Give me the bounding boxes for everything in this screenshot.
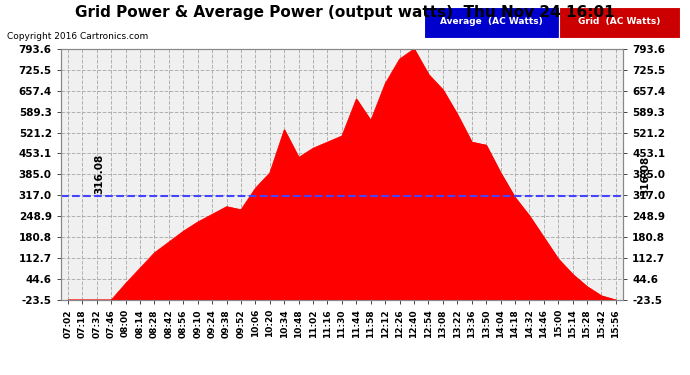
Text: 316.08: 316.08 — [640, 155, 651, 196]
Text: 316.08: 316.08 — [95, 154, 105, 194]
FancyBboxPatch shape — [424, 7, 559, 38]
Text: Grid Power & Average Power (output watts)  Thu Nov 24 16:01: Grid Power & Average Power (output watts… — [75, 5, 615, 20]
Text: Copyright 2016 Cartronics.com: Copyright 2016 Cartronics.com — [7, 32, 148, 41]
FancyBboxPatch shape — [559, 7, 680, 38]
Text: Average  (AC Watts): Average (AC Watts) — [440, 17, 543, 26]
Text: Grid  (AC Watts): Grid (AC Watts) — [578, 17, 660, 26]
